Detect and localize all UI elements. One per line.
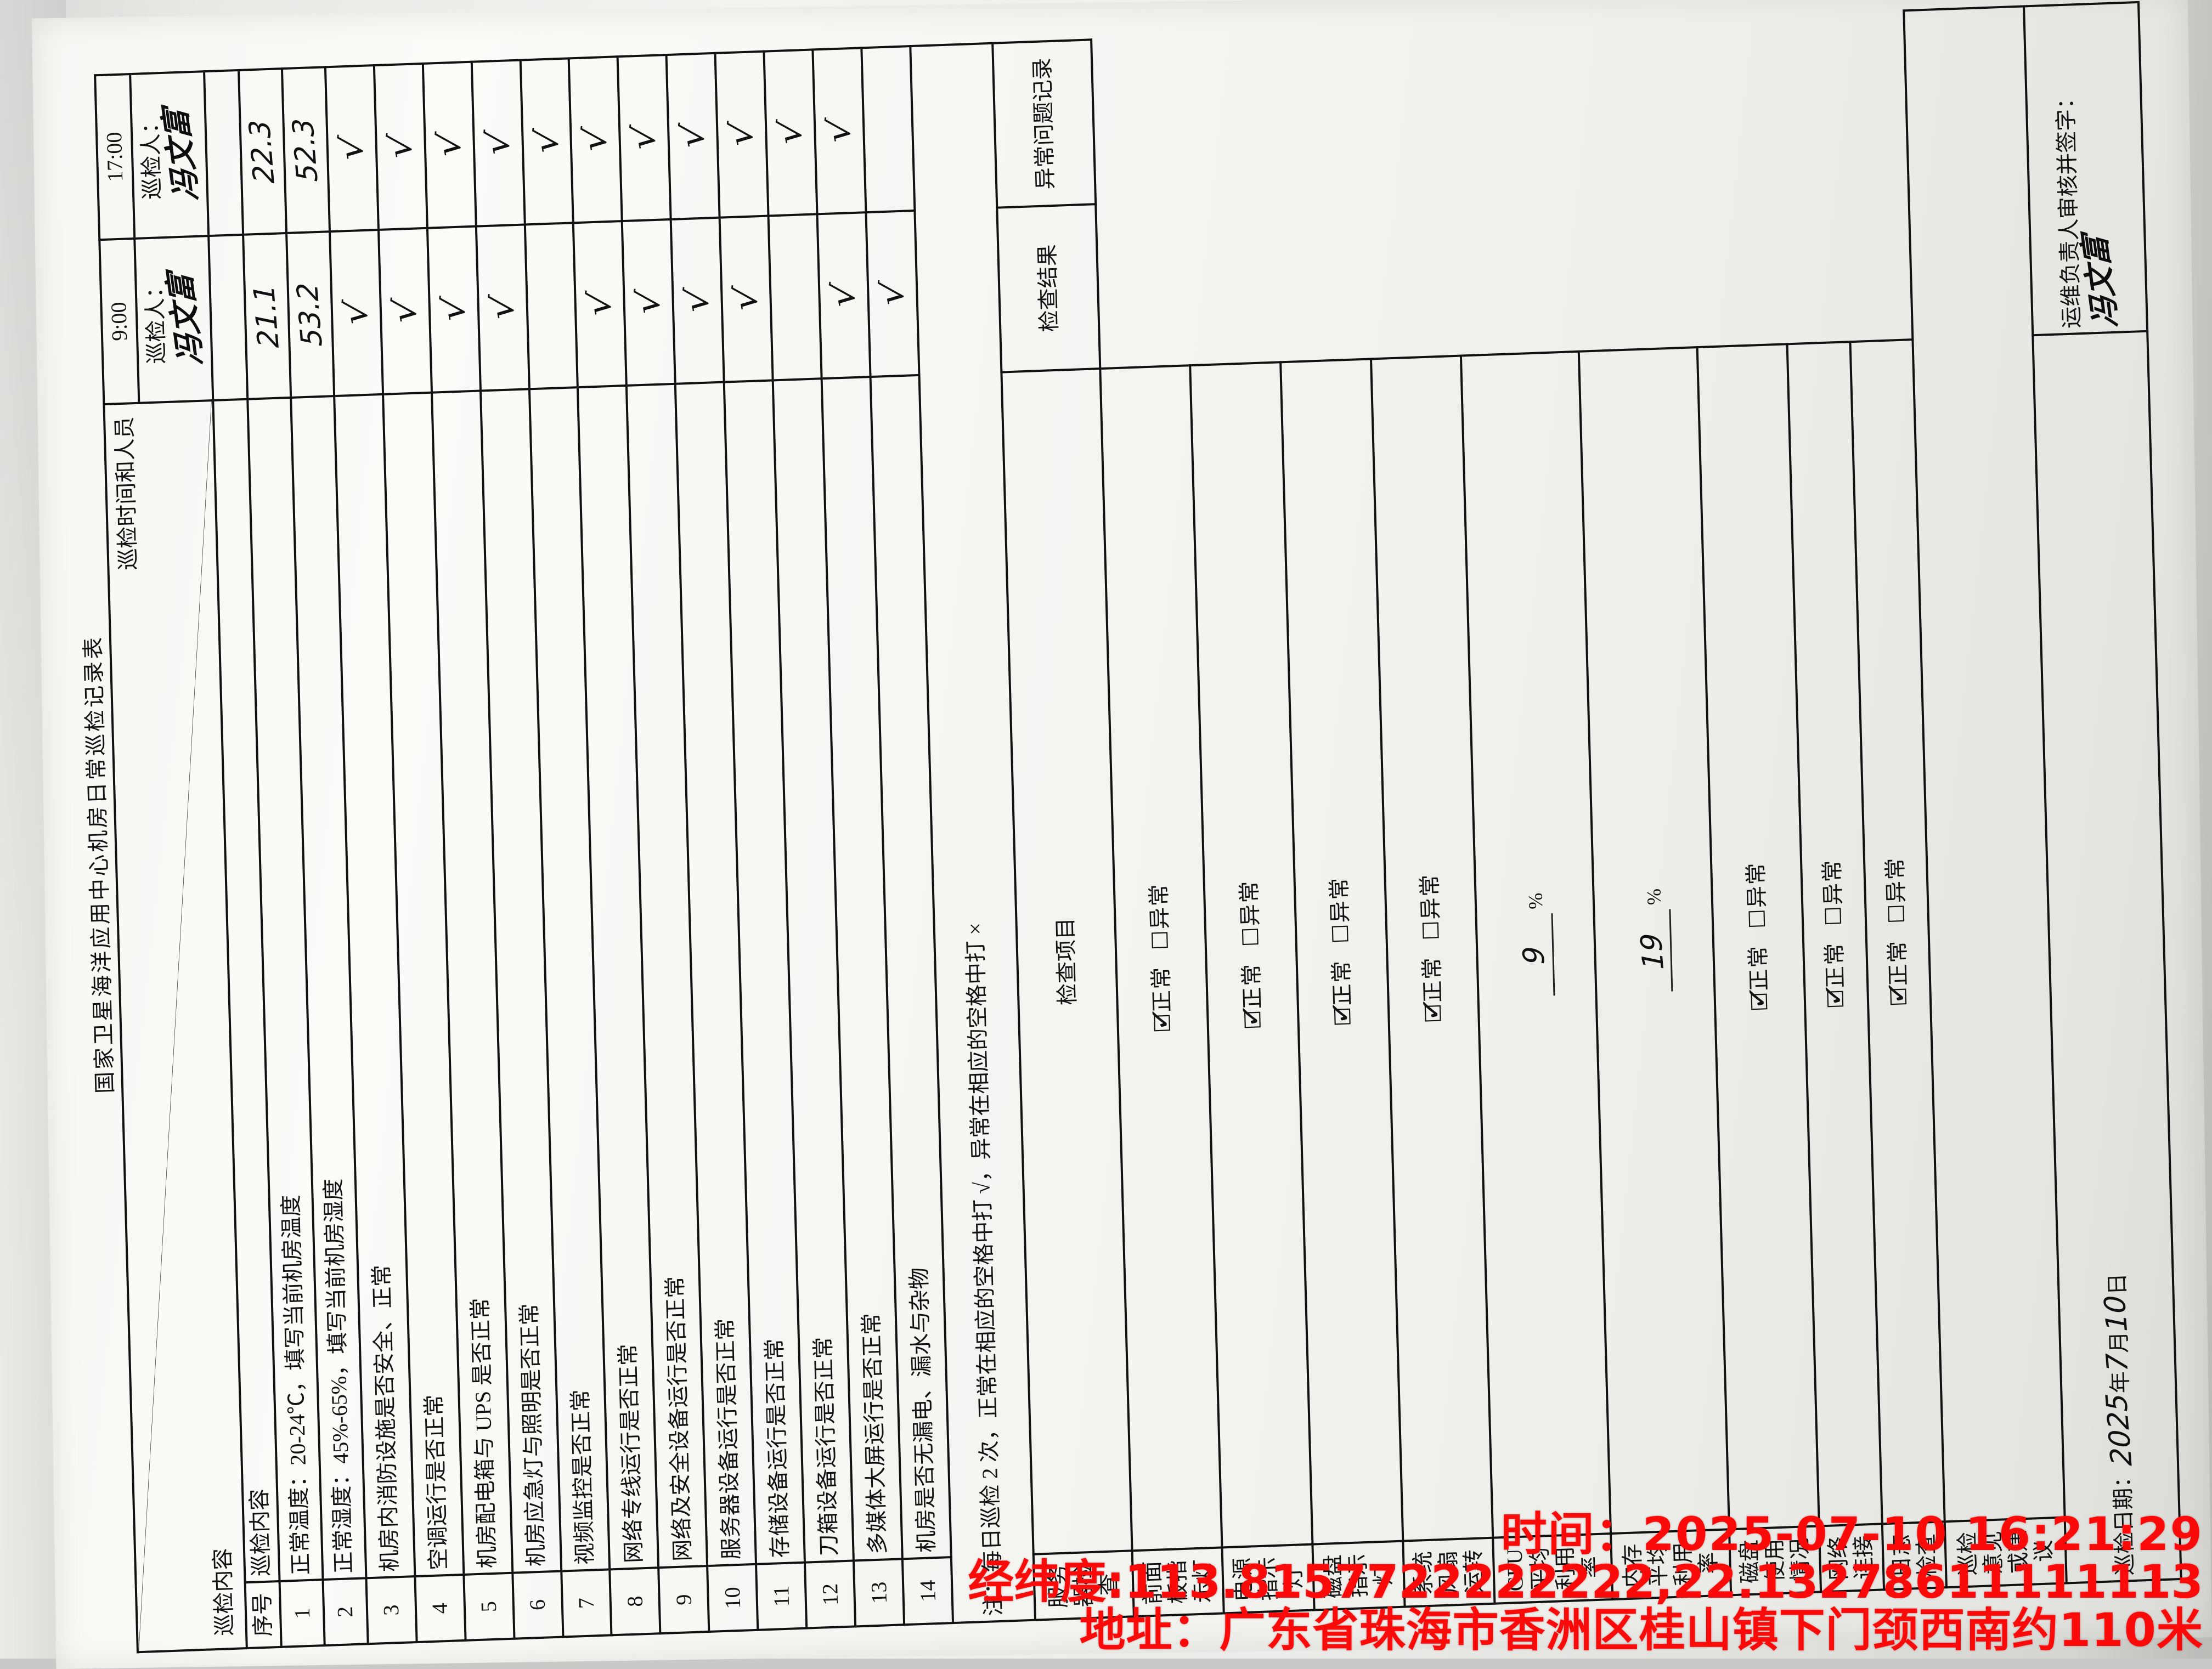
row-seq: 7 xyxy=(561,1569,612,1637)
row-value-1700[interactable]: √ xyxy=(764,49,817,216)
time-column-header-0: 9:00 xyxy=(99,238,139,405)
row-value-0900[interactable]: √ xyxy=(573,221,627,388)
row-value-1700[interactable]: √ xyxy=(471,60,525,227)
row-value-0900[interactable]: √ xyxy=(817,212,871,379)
row-value-0900[interactable]: √ xyxy=(719,216,773,382)
row-seq: 6 xyxy=(512,1571,563,1639)
spacer-cell-a xyxy=(208,234,248,400)
row-value-1700[interactable]: 52.3 xyxy=(282,67,330,233)
row-value-0900[interactable]: √ xyxy=(329,229,383,397)
row-seq: 11 xyxy=(756,1562,807,1630)
time-column-header-1: 17:00 xyxy=(95,74,135,240)
row-value-1700[interactable]: √ xyxy=(569,56,623,223)
row-value-1700[interactable]: 22.3 xyxy=(239,69,287,235)
row-value-1700[interactable]: √ xyxy=(374,63,427,230)
date-month-value: 7 xyxy=(2100,1353,2135,1372)
overlay-time-label: 时间： xyxy=(1500,1507,1643,1561)
overlay-address-value: 广东省珠海市香洲区桂山镇下门颈西南约110米 xyxy=(1219,1603,2203,1657)
row-seq: 1 xyxy=(279,1580,325,1647)
row-value-1700[interactable]: √ xyxy=(812,48,866,214)
overlay-address-line: 地址：广东省珠海市香洲区桂山镇下门颈西南约110米 xyxy=(968,1606,2203,1654)
overlay-geo-line: 经纬度:113.8157722222222,22.13278611111113 xyxy=(968,1558,2203,1606)
row-value-0900[interactable]: 53.2 xyxy=(286,231,335,398)
row-seq: 9 xyxy=(658,1566,709,1634)
overlay-geo-label: 经纬度: xyxy=(968,1555,1125,1609)
row-value-1700[interactable]: √ xyxy=(422,61,476,228)
row-value-0900[interactable]: √ xyxy=(622,219,676,386)
date-day-unit: 日 xyxy=(2104,1272,2130,1295)
row-value-0900[interactable]: √ xyxy=(476,224,529,391)
inspector-cell-1[interactable]: 巡检人：冯文富 xyxy=(130,71,208,239)
row-value-1700[interactable] xyxy=(861,46,915,213)
reviewer-signature: 冯文富 xyxy=(2076,235,2125,327)
row-seq: 3 xyxy=(366,1576,417,1644)
inspection-log-table: 国家卫星海洋应用中心机房日常巡检记录表 巡检时间和人员 巡检内容 9:00 17… xyxy=(61,1,2182,1655)
corner-label-content: 巡检内容 xyxy=(210,1547,237,1637)
date-month-unit: 月 xyxy=(2106,1331,2132,1354)
rotated-form-container: 国家卫星海洋应用中心机房日常巡检记录表 巡检时间和人员 巡检内容 9:00 17… xyxy=(61,1,2182,1655)
row-value-0900[interactable] xyxy=(768,214,822,381)
row-value-0900[interactable] xyxy=(524,223,578,389)
row-seq: 14 xyxy=(902,1557,953,1625)
row-value-1700[interactable]: √ xyxy=(666,53,720,219)
date-year-value: 2025 xyxy=(2100,1393,2139,1467)
reviewer-signature-cell[interactable]: 运维负责人审核并签字：冯文富 xyxy=(2024,2,2148,336)
corner-header-cell: 巡检时间和人员 巡检内容 xyxy=(104,400,247,1653)
corner-label-time-and-staff: 巡检时间和人员 xyxy=(112,416,142,571)
overlay-time-value: 2025-07-10 16:21:29 xyxy=(1642,1507,2203,1561)
inspector-signature-0: 冯文富 xyxy=(161,273,210,365)
row-value-1700[interactable]: √ xyxy=(325,65,379,232)
spacer-cell-b xyxy=(204,70,244,236)
row-seq: 13 xyxy=(854,1559,905,1627)
server-col-issue-header: 异常问题记录 xyxy=(992,39,1096,208)
row-seq: 4 xyxy=(415,1574,466,1643)
row-value-1700[interactable]: √ xyxy=(617,55,671,222)
row-value-0900[interactable]: √ xyxy=(866,210,919,377)
row-seq: 10 xyxy=(707,1564,758,1632)
row-value-0900[interactable]: √ xyxy=(670,217,724,384)
inspector-cell-0[interactable]: 巡检人：冯文富 xyxy=(134,236,213,403)
row-seq: 8 xyxy=(610,1568,661,1636)
date-day-value: 10 xyxy=(2098,1294,2135,1332)
row-value-0900[interactable]: 21.1 xyxy=(243,233,291,399)
overlay-time-line: 时间：2025-07-10 16:21:29 xyxy=(968,1510,2203,1558)
inspection-rows-body: 1 正常温度：20-24℃，填写当前机房温度 21.1 22.3 2 正常湿度：45%-6… xyxy=(239,46,953,1647)
seq-column-header: 序号 xyxy=(245,1581,282,1649)
server-rows-body: 前面板指示灯 ☐ ✓ 正常 ☐异常 电源指示灯 ☐ ✓ 正常 ☐异常 磁盘指示灯 ☐ ✓ 正常 ☐异常… xyxy=(1091,10,1946,1617)
server-col-result-header: 检查结果 xyxy=(997,204,1100,372)
row-value-0900[interactable]: √ xyxy=(378,228,432,394)
overlay-address-label: 地址： xyxy=(1079,1603,1220,1657)
date-year-unit: 年 xyxy=(2107,1371,2133,1394)
row-value-1700[interactable]: √ xyxy=(520,58,574,225)
inspector-signature-1: 冯文富 xyxy=(157,108,206,201)
row-seq: 2 xyxy=(323,1578,368,1646)
row-seq: 12 xyxy=(805,1560,856,1628)
row-value-0900[interactable]: √ xyxy=(427,226,481,393)
gps-camera-overlay: 时间：2025-07-10 16:21:29 经纬度:113.815772222… xyxy=(968,1510,2203,1654)
paper-form-sheet: 国家卫星海洋应用中心机房日常巡检记录表 巡检时间和人员 巡检内容 9:00 17… xyxy=(31,0,2212,1669)
overlay-geo-value: 113.8157722222222,22.13278611111113 xyxy=(1124,1555,2203,1609)
reviewer-label: 运维负责人审核并签字： xyxy=(2053,87,2085,329)
row-seq: 5 xyxy=(464,1572,515,1640)
row-value-1700[interactable]: √ xyxy=(715,51,769,218)
